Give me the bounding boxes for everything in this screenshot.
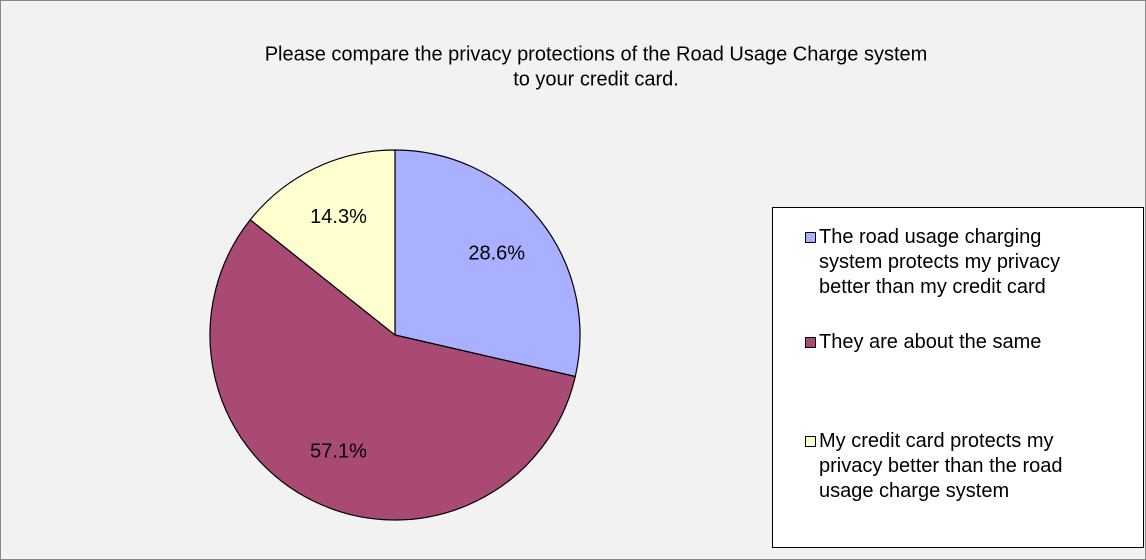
data-label: 14.3% bbox=[310, 206, 367, 228]
chart-title: to your credit card. bbox=[513, 68, 679, 90]
legend-swatch bbox=[805, 337, 816, 348]
legend-label: My credit card protects my privacy bette… bbox=[819, 430, 1063, 502]
pie-slice bbox=[394, 149, 581, 378]
pie-slice bbox=[249, 149, 396, 337]
legend-entry: They are about the same bbox=[805, 330, 1069, 355]
legend-entry: My credit card protects my privacy bette… bbox=[805, 429, 1069, 504]
pie-slice bbox=[209, 218, 577, 521]
legend-swatch bbox=[805, 436, 816, 447]
legend-entry: The road usage charging system protects … bbox=[805, 225, 1069, 300]
legend-label: They are about the same bbox=[819, 331, 1042, 353]
chart-title: Please compare the privacy protections o… bbox=[265, 43, 928, 65]
legend: The road usage charging system protects … bbox=[772, 207, 1144, 548]
data-label: 28.6% bbox=[468, 242, 525, 264]
data-label: 57.1% bbox=[310, 440, 367, 462]
legend-swatch bbox=[805, 232, 816, 243]
legend-label: The road usage charging system protects … bbox=[819, 226, 1061, 298]
